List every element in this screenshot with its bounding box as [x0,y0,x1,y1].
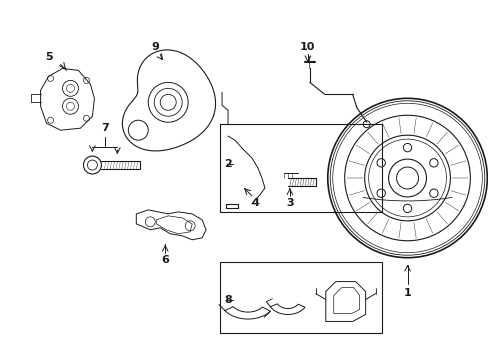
Bar [220,262,381,333]
Text: 2: 2 [224,159,232,169]
Text: 6: 6 [161,255,169,265]
Text: 7: 7 [101,123,108,133]
Text: 3: 3 [285,198,293,208]
Text: 9: 9 [151,42,159,53]
Text: 4: 4 [250,198,258,208]
Text: 5: 5 [45,53,52,62]
Circle shape [128,120,148,140]
Circle shape [154,88,182,116]
Text: 8: 8 [224,294,232,305]
Text: 1: 1 [403,288,410,298]
Text: 10: 10 [300,42,315,53]
Bar [220,124,381,212]
Circle shape [327,98,487,258]
Circle shape [83,156,101,174]
Circle shape [148,82,188,122]
